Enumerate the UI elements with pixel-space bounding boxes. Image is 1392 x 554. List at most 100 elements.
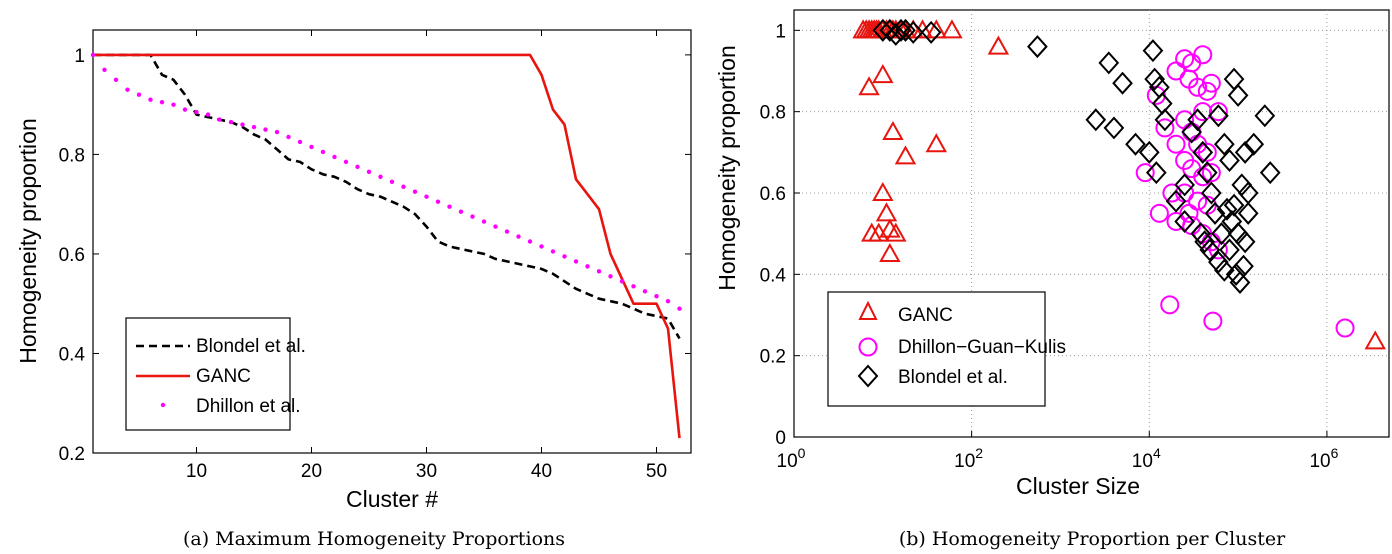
point-ganc	[941, 19, 963, 39]
legend-label-dgk: Dhillon−Guan−Kulis	[898, 337, 1066, 358]
point-dhillon-guan-kulis	[1193, 102, 1213, 122]
point-blondel-et-al-	[1219, 238, 1240, 262]
point-blondel-et-al-	[1196, 161, 1218, 185]
x-axis-label-a: Cluster #	[346, 486, 438, 512]
point-dhillon-et-al-	[665, 299, 671, 304]
legend-label-blondel-b: Blondel et al.	[898, 367, 1008, 388]
caption-b: (b) Homogeneity Proportion per Cluster	[899, 528, 1286, 550]
legend-swatch-dhillon	[160, 402, 166, 408]
point-ganc	[911, 19, 934, 39]
point-dhillon-et-al-	[194, 109, 199, 115]
point-ganc	[872, 181, 894, 201]
point-blondel-et-al-	[1142, 39, 1164, 63]
point-dhillon-et-al-	[562, 254, 567, 259]
legend-label-dhillon: Dhillon et al.	[196, 396, 301, 417]
point-dhillon-et-al-	[205, 112, 211, 117]
point-blondel-et-al-	[1259, 161, 1281, 185]
point-blondel-et-al-	[1237, 201, 1259, 225]
point-blondel-et-al-	[1227, 83, 1249, 107]
point-dhillon-et-al-	[596, 269, 602, 274]
axis-ticks-a: 10 20 30 40 50 0.2 0.4 0.6 0.8 1	[59, 30, 691, 482]
point-blondel-et-al-	[1211, 222, 1232, 246]
x-tick-label-b: 102	[954, 445, 983, 472]
series-line-blondel-et-al-	[93, 53, 681, 340]
point-blondel-et-al-	[1125, 132, 1146, 156]
point-dhillon-et-al-	[619, 279, 625, 284]
legend-swatch-dgk	[858, 337, 878, 357]
point-dhillon-et-al-	[125, 87, 130, 92]
point-dhillon-et-al-	[642, 289, 648, 294]
axis-ticks-b: 100 102 104 106 0 0.2 0.4 0.6 0.8 1	[760, 21, 1339, 472]
point-blondel-et-al-	[1190, 222, 1212, 246]
y-axis-label-b: Homogeneity proportion	[714, 45, 740, 290]
point-dhillon-et-al-	[608, 274, 613, 279]
point-blondel-et-al-	[1138, 140, 1160, 164]
series-lines-a	[90, 52, 682, 439]
point-blondel-et-al-	[1187, 108, 1208, 132]
series-line-ganc	[93, 53, 681, 439]
y-tick-label-b: 0	[775, 428, 786, 449]
legend-label-ganc-b: GANC	[898, 305, 953, 326]
point-blondel-et-al-	[1208, 104, 1229, 128]
point-blondel-et-al-	[1174, 173, 1195, 197]
point-blondel-et-al-	[895, 18, 916, 42]
scatter-points-b	[852, 18, 1386, 350]
point-dhillon-guan-kulis	[1162, 183, 1182, 203]
point-blondel-et-al-	[1194, 230, 1215, 254]
point-dhillon-et-al-	[251, 124, 257, 130]
point-dhillon-et-al-	[171, 102, 176, 107]
point-ganc	[875, 202, 898, 222]
legend-swatch-ganc-b	[858, 300, 878, 320]
legend-swatch-blondel-b	[857, 364, 879, 388]
point-dhillon-et-al-	[148, 97, 153, 102]
x-tick-label-a: 50	[646, 461, 667, 482]
point-ganc	[1364, 330, 1386, 350]
point-blondel-et-al-	[1112, 71, 1133, 95]
point-dhillon-et-al-	[585, 264, 590, 269]
point-blondel-et-al-	[872, 18, 894, 42]
point-blondel-et-al-	[890, 18, 912, 42]
point-dhillon-et-al-	[159, 99, 165, 105]
point-ganc	[872, 64, 894, 84]
point-blondel-et-al-	[1103, 116, 1125, 140]
point-dhillon-et-al-	[481, 219, 487, 224]
point-dhillon-et-al-	[182, 107, 188, 112]
point-dhillon-et-al-	[263, 127, 268, 132]
point-dhillon-et-al-	[297, 139, 303, 145]
y-tick-label-b: 0.6	[760, 184, 786, 205]
point-dhillon-et-al-	[412, 189, 418, 194]
point-dhillon-et-al-	[516, 234, 521, 239]
point-dhillon-et-al-	[136, 92, 142, 97]
point-dhillon-et-al-	[332, 154, 337, 160]
x-tick-label-b: 100	[777, 445, 806, 472]
point-dhillon-et-al-	[424, 194, 429, 199]
point-dhillon-guan-kulis	[1188, 77, 1208, 97]
point-dhillon-et-al-	[343, 159, 349, 165]
point-blondel-et-al-	[1192, 140, 1214, 164]
legend-label-blondel: Blondel et al.	[196, 336, 306, 357]
point-dhillon-et-al-	[539, 244, 544, 249]
point-ganc	[858, 76, 880, 96]
point-dhillon-et-al-	[366, 169, 372, 175]
point-dhillon-et-al-	[389, 179, 395, 184]
point-dhillon-et-al-	[240, 122, 245, 127]
legend-box-a	[125, 317, 291, 431]
point-dhillon-et-al-	[550, 249, 556, 254]
point-dhillon-et-al-	[447, 204, 452, 209]
point-dhillon-et-al-	[228, 119, 234, 125]
y-axis-label-a: Homogeneity proportion	[15, 118, 41, 363]
point-dhillon-et-al-	[378, 174, 383, 180]
point-ganc	[879, 242, 901, 262]
point-dhillon-guan-kulis	[1203, 311, 1223, 331]
y-tick-label-a: 0.2	[59, 444, 85, 465]
point-blondel-et-al-	[1225, 262, 1247, 286]
point-dhillon-guan-kulis	[1201, 163, 1221, 183]
point-dhillon-et-al-	[573, 259, 579, 264]
point-dhillon-guan-kulis	[1201, 73, 1221, 93]
point-blondel-et-al-	[1219, 148, 1240, 172]
point-dhillon-guan-kulis	[1179, 203, 1199, 223]
point-blondel-et-al-	[1199, 238, 1221, 262]
point-blondel-et-al-	[1174, 209, 1195, 233]
point-dhillon-guan-kulis	[1193, 45, 1213, 65]
